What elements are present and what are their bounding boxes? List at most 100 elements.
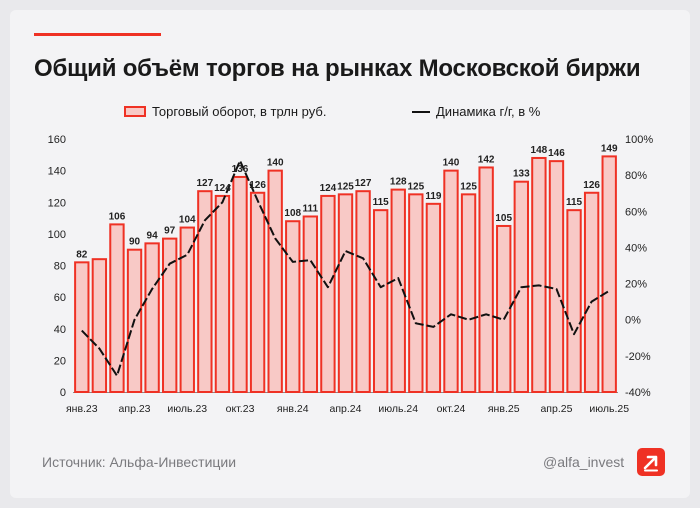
bar xyxy=(355,190,371,393)
y-right-tick-label: 20% xyxy=(625,279,647,291)
bar xyxy=(302,215,319,393)
legend-item-turnover: Торговый оборот, в трлн руб. xyxy=(124,104,326,119)
x-tick-label: окт.23 xyxy=(226,403,255,415)
x-tick-label: июль.24 xyxy=(378,403,418,415)
legend-bar-swatch xyxy=(124,106,146,117)
bar xyxy=(267,169,283,393)
bar xyxy=(390,188,406,393)
bar xyxy=(460,193,477,393)
page-title: Общий объём торгов на рынках Московской … xyxy=(34,55,641,82)
y-right-tick-label: 0% xyxy=(625,315,641,327)
bar-value-label: 128 xyxy=(390,177,407,188)
accent-bar xyxy=(34,33,161,36)
bar xyxy=(74,261,90,393)
bar xyxy=(91,258,108,393)
bar xyxy=(531,156,547,393)
y-right-tick-label: 40% xyxy=(625,242,647,254)
y-left-tick-label: 20 xyxy=(54,355,66,367)
bar xyxy=(285,220,301,393)
y-left-tick-label: 140 xyxy=(48,166,66,178)
legend-line-swatch xyxy=(412,110,430,113)
bar xyxy=(443,169,459,393)
bar-value-label: 126 xyxy=(583,180,600,191)
bar-value-label: 97 xyxy=(164,226,176,237)
alfa-arrow-logo-icon xyxy=(637,448,665,476)
bar xyxy=(214,194,231,393)
x-tick-label: июль.23 xyxy=(167,403,207,415)
bar-value-label: 125 xyxy=(337,181,354,192)
bar-value-label: 127 xyxy=(197,178,214,189)
bar-value-label: 108 xyxy=(284,208,301,219)
bar xyxy=(372,209,389,393)
bar-value-label: 133 xyxy=(513,169,530,180)
y-left-tick-label: 160 xyxy=(48,134,66,146)
x-tick-label: окт.24 xyxy=(437,403,466,415)
bar-value-label: 111 xyxy=(303,203,319,214)
bar xyxy=(232,175,248,393)
bar xyxy=(548,160,565,393)
bar-value-label: 127 xyxy=(355,178,372,189)
bar xyxy=(496,224,512,393)
bar xyxy=(478,166,494,393)
chart-legend: Торговый оборот, в трлн руб. Динамика г/… xyxy=(0,104,700,124)
bar-value-label: 119 xyxy=(425,191,442,202)
bar-value-label: 115 xyxy=(566,197,583,208)
y-right-tick-label: 100% xyxy=(625,134,653,146)
bar-value-label: 82 xyxy=(76,249,88,260)
x-tick-label: апр.24 xyxy=(330,403,362,415)
bar-value-label: 126 xyxy=(249,180,266,191)
bar xyxy=(162,237,178,393)
y-left-tick-label: 40 xyxy=(54,324,66,336)
legend-item-yoy: Динамика г/г, в % xyxy=(412,104,540,119)
x-tick-label: июль.25 xyxy=(589,403,629,415)
bar-value-label: 142 xyxy=(478,154,495,165)
bar-value-label: 124 xyxy=(320,183,337,194)
bar xyxy=(320,194,336,393)
source-note: Источник: Альфа-Инвестиции xyxy=(42,454,237,470)
bar-value-label: 115 xyxy=(373,197,390,208)
bar-value-label: 149 xyxy=(601,143,618,154)
y-right-tick-label: 60% xyxy=(625,206,647,218)
bar-value-label: 140 xyxy=(443,158,460,169)
bar xyxy=(566,209,582,393)
bar-value-label: 148 xyxy=(531,145,548,156)
x-tick-label: апр.23 xyxy=(119,403,151,415)
x-tick-label: янв.24 xyxy=(277,403,309,415)
bar xyxy=(197,190,213,393)
bar-value-label: 125 xyxy=(460,181,477,192)
social-handle: @alfa_invest xyxy=(543,454,625,470)
legend-turnover-label: Торговый оборот, в трлн руб. xyxy=(152,104,327,119)
y-left-tick-label: 120 xyxy=(48,197,66,209)
y-right-tick-label: -20% xyxy=(625,351,651,363)
y-left-tick-label: 0 xyxy=(60,387,66,399)
bar xyxy=(144,242,160,393)
bar xyxy=(179,226,195,393)
bar xyxy=(109,223,125,393)
bar xyxy=(601,155,617,393)
bar-value-label: 106 xyxy=(109,211,126,222)
bar xyxy=(337,193,354,393)
bar-value-label: 136 xyxy=(232,164,249,175)
bar-value-label: 90 xyxy=(129,237,141,248)
y-right-tick-label: 80% xyxy=(625,170,647,182)
y-left-tick-label: 60 xyxy=(54,292,66,304)
bar-value-label: 146 xyxy=(548,148,565,159)
x-tick-label: янв.25 xyxy=(488,403,520,415)
x-tick-label: янв.23 xyxy=(66,403,98,415)
bar-value-label: 124 xyxy=(214,183,231,194)
bar-value-label: 125 xyxy=(407,181,424,192)
bar-value-label: 104 xyxy=(179,215,196,226)
bar xyxy=(408,193,424,393)
x-tick-label: апр.25 xyxy=(540,403,572,415)
bar-value-label: 105 xyxy=(495,213,512,224)
y-left-tick-label: 80 xyxy=(54,261,66,273)
y-right-tick-label: -40% xyxy=(625,387,651,399)
bar xyxy=(583,191,600,393)
bar-value-label: 140 xyxy=(267,158,284,169)
bar xyxy=(249,191,266,393)
y-left-tick-label: 100 xyxy=(48,229,66,241)
bar-value-label: 94 xyxy=(147,230,159,241)
bar xyxy=(425,202,442,393)
legend-yoy-label: Динамика г/г, в % xyxy=(436,104,541,119)
